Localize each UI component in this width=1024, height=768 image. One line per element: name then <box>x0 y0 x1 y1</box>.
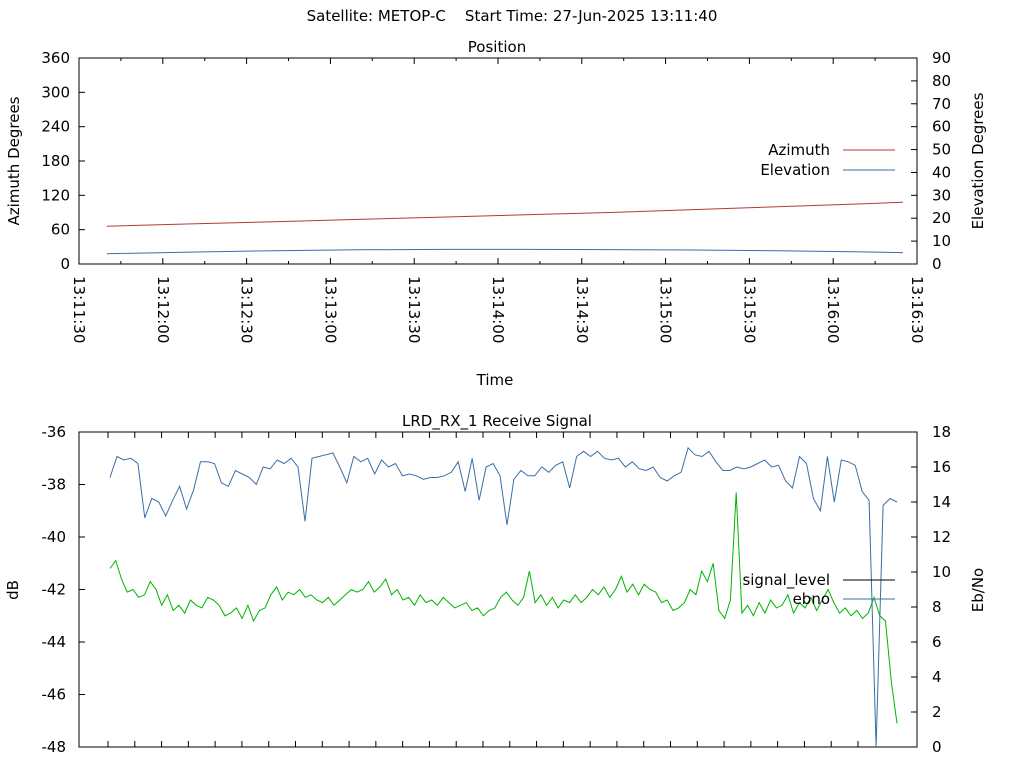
signal-plot-frame <box>78 431 918 748</box>
signal-y2-tick-label: 0 <box>932 738 942 756</box>
position-x-tick-label: 13:13:00 <box>321 276 339 343</box>
position-y-tick-label: 240 <box>41 118 70 136</box>
signal-chart-title: LRD_RX_1 Receive Signal <box>402 412 592 431</box>
signal-y-tick-label: -46 <box>42 686 67 704</box>
signal-y-tick-label: -44 <box>42 633 67 651</box>
signal-series-ebno <box>109 446 898 748</box>
position-y-tick-label: 360 <box>41 49 70 67</box>
position-y-axis-label: Azimuth Degrees <box>5 96 23 225</box>
position-y-tick-label: 180 <box>41 152 70 170</box>
signal-y2-tick-label: 2 <box>932 703 942 721</box>
signal-y-axis-label: dB <box>4 580 22 600</box>
position-y2-tick-label: 70 <box>932 95 951 113</box>
position-series-azimuth <box>106 201 904 227</box>
signal-y2-tick-label: 18 <box>932 423 951 441</box>
signal-y-tick-label: -48 <box>42 738 67 756</box>
signal-y2-tick-label: 4 <box>932 668 942 686</box>
position-y2-tick-label: 10 <box>932 232 951 250</box>
position-x-tick-label: 13:11:30 <box>70 276 88 343</box>
position-x-tick-label: 13:12:30 <box>238 276 256 343</box>
position-legend-label-azimuth: Azimuth <box>768 141 830 159</box>
position-x-tick-label: 13:15:30 <box>740 276 758 343</box>
signal-y-tick-label: -42 <box>42 581 67 599</box>
position-x-tick-label: 13:14:30 <box>573 276 591 343</box>
position-y-tick-label: 120 <box>41 186 70 204</box>
position-x-axis-label: Time <box>476 371 514 389</box>
position-y2-tick-label: 30 <box>932 186 951 204</box>
signal-y2-tick-label: 12 <box>932 528 951 546</box>
signal-legend-label-ebno: ebno <box>793 590 830 608</box>
position-x-tick-label: 13:15:00 <box>657 276 675 343</box>
position-y-tick-label: 0 <box>60 255 70 273</box>
position-y2-tick-label: 80 <box>932 72 951 90</box>
position-y2-tick-label: 20 <box>932 209 951 227</box>
position-y-tick-label: 60 <box>51 221 70 239</box>
receive-signal-chart: LRD_RX_1 Receive Signal dB Eb/No -36 -38 -… <box>4 412 987 756</box>
position-chart: Position Time Azimuth Degrees Elevation … <box>5 38 987 389</box>
position-x-tick-label: 13:16:00 <box>824 276 842 343</box>
signal-legend-label-signal-level: signal_level <box>742 571 830 590</box>
position-x-tick-label: 13:14:00 <box>489 276 507 343</box>
position-legend-label-elevation: Elevation <box>760 161 830 179</box>
page-title: Satellite: METOP-C Start Time: 27-Jun-20… <box>306 7 718 25</box>
position-y2-tick-label: 50 <box>932 141 951 159</box>
signal-y-tick-label: -38 <box>42 476 67 494</box>
position-y2-tick-label: 60 <box>932 118 951 136</box>
position-x-tick-label: 13:16:30 <box>908 276 926 343</box>
position-y2-tick-label: 40 <box>932 163 951 181</box>
signal-series-signal-level <box>109 492 898 724</box>
signal-y2-tick-label: 16 <box>932 458 951 476</box>
signal-y2-tick-label: 8 <box>932 598 942 616</box>
signal-y2-axis-label: Eb/No <box>969 568 987 612</box>
position-y2-tick-label: 0 <box>932 255 942 273</box>
position-x-tick-label: 13:12:00 <box>154 276 172 343</box>
signal-y2-tick-label: 14 <box>932 493 951 511</box>
position-y2-tick-label: 90 <box>932 49 951 67</box>
position-y2-axis-label: Elevation Degrees <box>969 92 987 229</box>
signal-y-tick-label: -36 <box>42 423 67 441</box>
position-y-tick-label: 300 <box>41 83 70 101</box>
position-series-elevation <box>106 248 904 255</box>
position-x-tick-label: 13:13:30 <box>405 276 423 343</box>
signal-y2-tick-label: 10 <box>932 563 951 581</box>
signal-y-tick-label: -40 <box>42 528 67 546</box>
position-chart-title: Position <box>468 38 526 56</box>
signal-y2-tick-label: 6 <box>932 633 942 651</box>
